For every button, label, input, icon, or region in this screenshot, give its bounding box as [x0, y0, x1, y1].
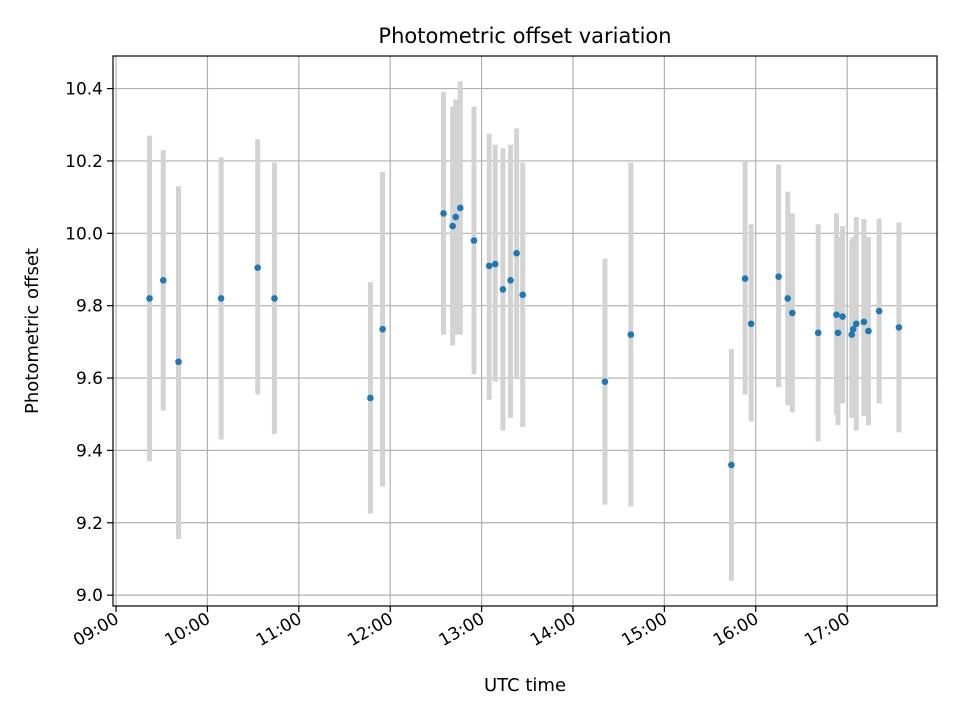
data-point: [833, 311, 840, 319]
data-point: [271, 295, 278, 302]
data-point: [217, 295, 225, 302]
x-tick-label: 11:00: [253, 609, 305, 651]
axes-frame: [112, 55, 938, 607]
y-axis-label: Photometric offset: [22, 248, 43, 414]
error-bars: [147, 81, 902, 581]
y-tick-label: 9.2: [76, 514, 103, 534]
data-point: [875, 307, 883, 315]
data-point: [848, 331, 856, 338]
x-tick-label: 12:00: [344, 609, 396, 651]
data-point: [485, 262, 493, 270]
data-points: [146, 204, 903, 469]
data-point: [849, 325, 857, 333]
x-tick-label: 10:00: [161, 609, 213, 651]
data-point: [860, 318, 868, 326]
data-point: [852, 320, 860, 328]
data-point: [895, 324, 903, 331]
x-tick-label: 13:00: [436, 609, 488, 651]
data-point: [814, 329, 822, 337]
y-tick-label: 10.4: [65, 80, 103, 100]
data-point: [254, 264, 261, 271]
data-point: [839, 313, 846, 320]
data-point: [865, 327, 872, 335]
chart-title: Photometric offset variation: [378, 24, 671, 48]
data-point: [456, 204, 464, 212]
data-point: [175, 358, 182, 366]
x-axis-label: UTC time: [484, 675, 566, 696]
y-tick-label: 10.0: [65, 224, 103, 244]
y-tick-label: 10.2: [65, 152, 103, 172]
data-point: [627, 331, 635, 338]
data-point: [789, 309, 796, 317]
data-point: [519, 291, 527, 299]
data-point: [452, 213, 459, 221]
data-point: [747, 320, 755, 328]
data-point: [159, 277, 167, 284]
data-point: [367, 394, 374, 402]
data-point: [513, 249, 520, 257]
y-tick-label: 9.0: [76, 586, 103, 606]
y-tick-label: 9.4: [76, 441, 103, 461]
data-point: [470, 237, 478, 244]
data-point: [601, 378, 609, 385]
x-tick-label: 15:00: [618, 609, 670, 651]
data-point: [741, 275, 749, 282]
data-point: [146, 295, 153, 302]
data-point: [834, 329, 842, 337]
y-tick-label: 9.8: [76, 297, 103, 317]
data-point: [440, 210, 447, 217]
data-point: [449, 222, 456, 230]
data-point: [491, 260, 499, 268]
data-point: [507, 277, 514, 284]
x-tick-label: 17:00: [801, 609, 853, 651]
data-point: [775, 273, 782, 281]
x-tick-label: 09:00: [70, 609, 122, 651]
x-tick-label: 16:00: [710, 609, 762, 651]
data-point: [379, 325, 386, 333]
data-point: [728, 461, 735, 469]
x-tick-label: 14:00: [527, 609, 579, 651]
data-point: [499, 286, 507, 293]
x-axis-ticks: 09:00 10:00 11:00 12:00 13:00 14:00 15:00 16:00…: [70, 606, 854, 651]
data-point: [784, 295, 792, 302]
y-tick-label: 9.6: [76, 369, 103, 389]
y-axis-ticks: 9.0 9.2 9.4 9.6 9.8 10.0 10.2 10.4: [65, 80, 113, 606]
